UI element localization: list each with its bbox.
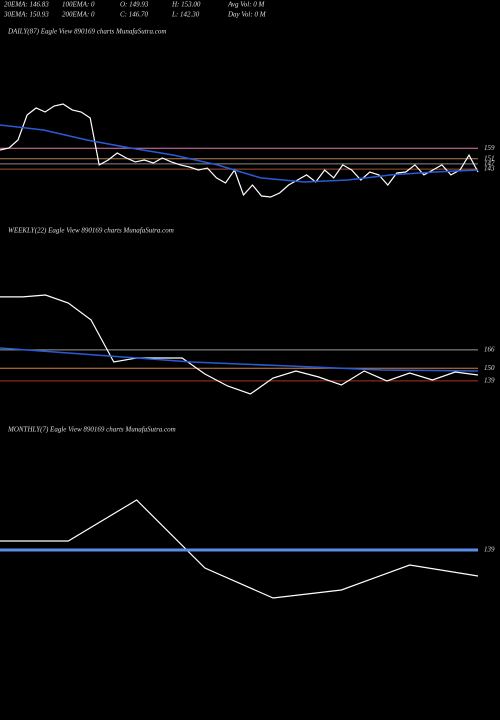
y-tick-label: 151 — [484, 154, 495, 162]
panel-title: DAILY(87) Eagle View 890169 charts Munaf… — [7, 28, 166, 36]
y-tick-label: 166 — [484, 345, 495, 353]
price-line — [0, 103, 479, 198]
price-line — [0, 124, 479, 183]
header-stat: Day Vol: 0 M — [227, 11, 267, 19]
header-stat: 200EMA: 0 — [62, 11, 95, 19]
price-line — [0, 347, 479, 372]
y-tick-label: 139 — [484, 377, 495, 385]
y-tick-label: 147 — [484, 160, 495, 168]
header-stat: 20EMA: 146.83 — [4, 1, 49, 9]
header-stat: C: 146.70 — [120, 11, 149, 19]
price-line — [0, 499, 479, 599]
y-tick-label: 143 — [484, 165, 495, 173]
panel-title: WEEKLY(22) Eagle View 890169 charts Muna… — [8, 227, 174, 235]
price-line — [0, 294, 479, 395]
header-stat: L: 142.30 — [171, 11, 200, 19]
header-stat: Avg Vol: 0 M — [227, 1, 266, 9]
header-stat: 100EMA: 0 — [62, 1, 95, 9]
panel-title: MONTHLY(7) Eagle View 890169 charts Muna… — [7, 426, 176, 434]
header-stat: 30EMA: 150.93 — [3, 11, 49, 19]
header-stat: H: 153.00 — [171, 1, 201, 9]
y-tick-label: 159 — [484, 144, 495, 152]
header-stat: O: 149.93 — [120, 1, 149, 9]
y-tick-label: 139 — [484, 546, 495, 554]
y-tick-label: 150 — [484, 364, 495, 372]
